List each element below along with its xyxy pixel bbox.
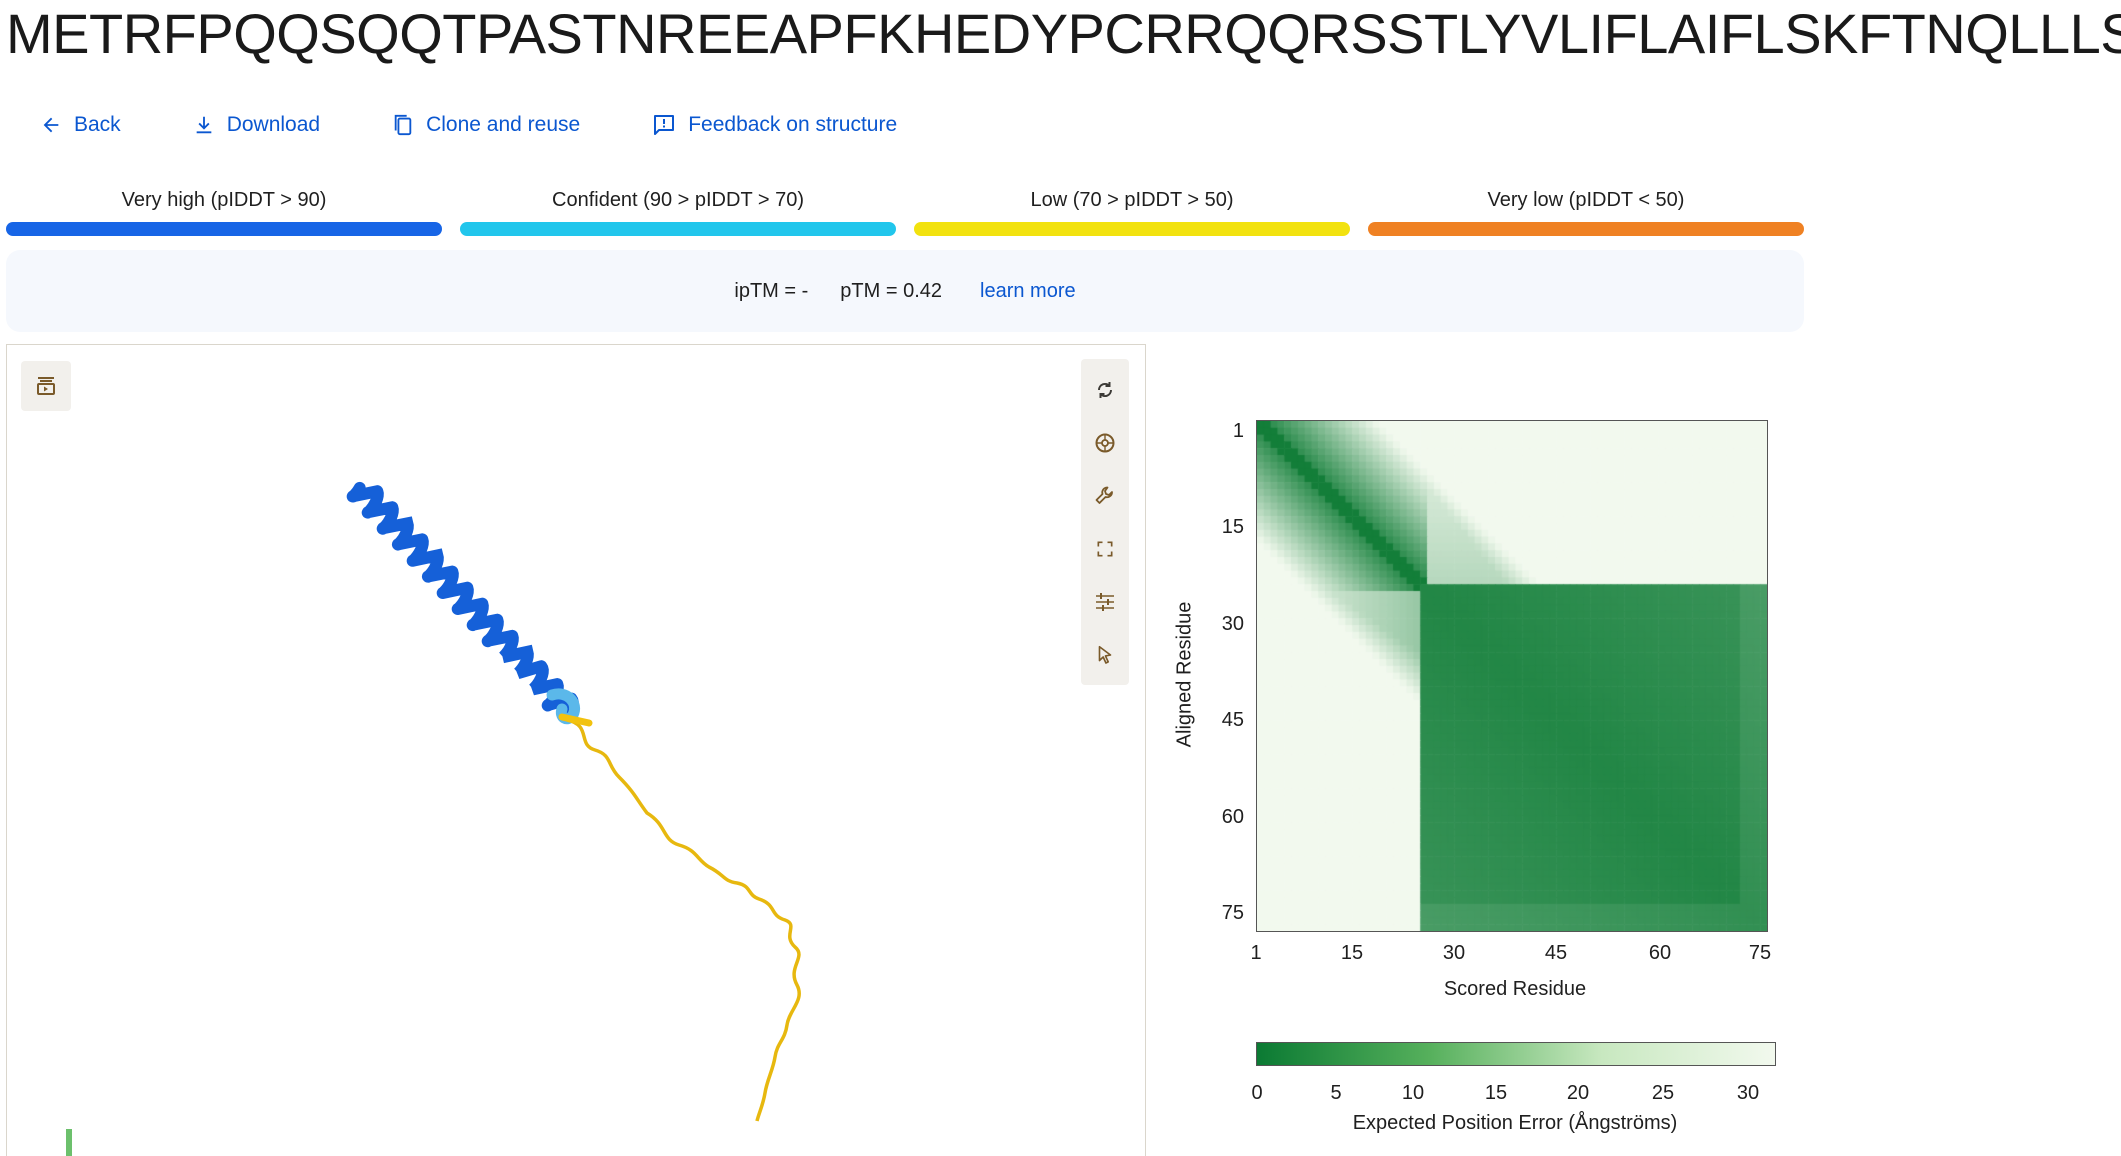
x-axis-label: Scored Residue [1443, 978, 1587, 1000]
colorbar-tick: 10 [1401, 1082, 1425, 1104]
iptm-score: ipTM = - [734, 279, 809, 302]
legend-bar [460, 222, 896, 236]
x-tick: 30 [1442, 942, 1466, 964]
y-tick: 15 [1221, 516, 1244, 538]
viewer-toolbar [1081, 359, 1129, 685]
y-tick: 30 [1221, 613, 1244, 635]
select-button[interactable] [1081, 628, 1129, 681]
fullscreen-button[interactable] [1081, 522, 1129, 575]
feedback-button[interactable]: Feedback on structure [652, 113, 897, 137]
pae-heatmap[interactable] [1256, 420, 1768, 932]
x-tick: 15 [1340, 942, 1364, 964]
colorbar-tick: 5 [1330, 1082, 1342, 1104]
playlist-play-icon [37, 377, 55, 395]
legend-bar [914, 222, 1350, 236]
alpha-helix [353, 488, 580, 725]
legend-label: Very high (pIDDT > 90) [121, 189, 327, 211]
x-tick: 45 [1544, 942, 1568, 964]
rotate-button[interactable] [1081, 363, 1129, 416]
confidence-score-box: ipTM = - pTM = 0.42 learn more [6, 250, 1804, 332]
legend-very-high: Very high (pIDDT > 90) [6, 186, 442, 236]
legend-very-low: Very low (pIDDT < 50) [1368, 186, 1804, 236]
feedback-icon [654, 115, 675, 135]
disordered-coil [566, 718, 801, 1122]
colorbar-tick: 0 [1251, 1082, 1263, 1104]
camera-icon [1095, 433, 1115, 452]
back-label: Back [74, 113, 121, 136]
ptm-score: pTM = 0.42 [840, 279, 942, 302]
x-tick: 75 [1748, 942, 1772, 964]
legend-label: Very low (pIDDT < 50) [1487, 189, 1685, 211]
arrow-left-icon [43, 117, 59, 133]
sliders-icon [1096, 592, 1114, 611]
copy-icon [394, 114, 412, 136]
feedback-label: Feedback on structure [688, 113, 898, 136]
download-button[interactable]: Download [193, 113, 320, 137]
x-tick: 1 [1250, 942, 1262, 964]
pae-colorbar [1256, 1042, 1776, 1066]
legend-label: Low (70 > pIDDT > 50) [1030, 189, 1234, 211]
y-tick: 1 [1232, 420, 1244, 442]
clone-and-reuse-button[interactable]: Clone and reuse [392, 113, 580, 137]
animation-toggle-button[interactable] [21, 361, 71, 411]
colorbar-tick: 20 [1566, 1082, 1590, 1104]
clone-label: Clone and reuse [426, 113, 581, 136]
axis-stub [66, 1129, 72, 1156]
structure-3d-viewer[interactable] [6, 344, 1146, 1156]
legend-confident: Confident (90 > pIDDT > 70) [460, 186, 896, 236]
colorbar-label: Expected Position Error (Ångströms) [1352, 1112, 1678, 1134]
y-axis-label: Aligned Residue [1173, 601, 1196, 748]
colorbar-tick: 25 [1651, 1082, 1675, 1104]
colorbar-tick: 15 [1484, 1082, 1508, 1104]
colorbar-tick: 30 [1736, 1082, 1760, 1104]
pointer-icon [1098, 645, 1112, 664]
controls-button[interactable] [1081, 575, 1129, 628]
y-tick: 75 [1221, 902, 1244, 924]
y-tick: 60 [1221, 806, 1244, 828]
rotate-icon [1097, 381, 1113, 398]
toolbar: Back Download Clone and reuse Feedback o… [40, 108, 969, 142]
sequence-header: METRFPQQSQQTPASTNREEAPFKHEDYPCRRQQRSSTLY… [6, 2, 2121, 65]
legend-bar [1368, 222, 1804, 236]
download-label: Download [226, 113, 321, 136]
legend-label: Confident (90 > pIDDT > 70) [552, 189, 804, 211]
camera-button[interactable] [1081, 416, 1129, 469]
fullscreen-icon [1097, 541, 1113, 556]
back-button[interactable]: Back [40, 113, 121, 137]
legend-low: Low (70 > pIDDT > 50) [914, 186, 1350, 236]
protein-cartoon[interactable] [7, 345, 1145, 1156]
legend-bar [6, 222, 442, 236]
y-tick: 45 [1221, 709, 1244, 731]
wrench-icon [1095, 486, 1113, 504]
plddt-legend: Very high (pIDDT > 90) Confident (90 > p… [6, 186, 1806, 236]
learn-more-link[interactable]: learn more [980, 279, 1076, 302]
settings-button[interactable] [1081, 469, 1129, 522]
download-icon [196, 116, 212, 134]
x-tick: 60 [1648, 942, 1672, 964]
